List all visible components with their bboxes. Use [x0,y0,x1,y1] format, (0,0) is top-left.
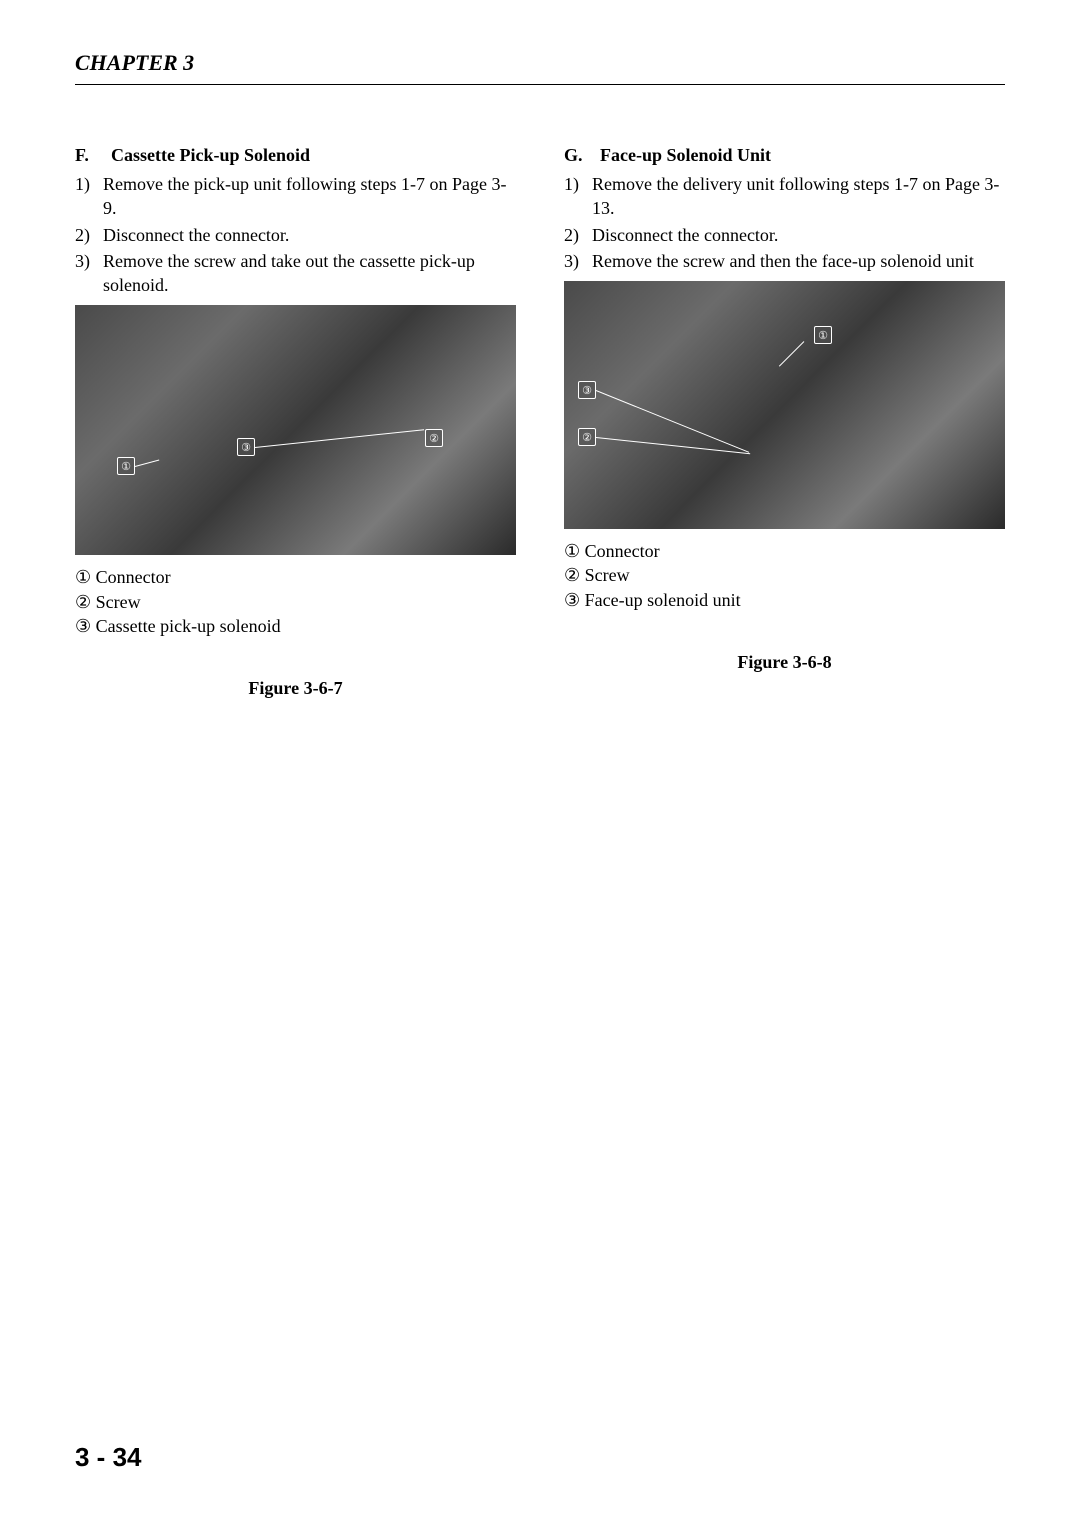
callout-marker: ② [578,428,596,446]
step-item: 3) Remove the screw and then the face-up… [564,249,1005,273]
section-title-left: F. Cassette Pick-up Solenoid [75,145,516,166]
step-item: 2) Disconnect the connector. [564,223,1005,247]
callout-line [255,430,424,449]
step-text: Disconnect the connector. [103,223,516,247]
step-text: Remove the pick-up unit following steps … [103,172,516,221]
step-number: 1) [75,172,103,221]
callout-marker: ③ [578,381,596,399]
page-number: 3 - 34 [75,1442,142,1473]
figure-caption-right: Figure 3-6-8 [564,652,1005,673]
figure-image-right: ① ③ ② [564,281,1005,529]
callout-marker: ① [117,457,135,475]
step-number: 3) [75,249,103,298]
step-item: 1) Remove the delivery unit following st… [564,172,1005,221]
step-item: 1) Remove the pick-up unit following ste… [75,172,516,221]
step-number: 2) [75,223,103,247]
legend-item: ③ Face-up solenoid unit [564,588,1005,612]
header-divider [75,84,1005,85]
callout-line [596,390,749,453]
callout-line [596,437,750,454]
step-number: 2) [564,223,592,247]
figure-legend-left: ① Connector ② Screw ③ Cassette pick-up s… [75,565,516,638]
step-text: Disconnect the connector. [592,223,1005,247]
figure-legend-right: ① Connector ② Screw ③ Face-up solenoid u… [564,539,1005,612]
callout-marker: ③ [237,438,255,456]
callout-marker: ① [814,326,832,344]
left-column: F. Cassette Pick-up Solenoid 1) Remove t… [75,145,516,699]
steps-list-right: 1) Remove the delivery unit following st… [564,172,1005,273]
legend-item: ① Connector [564,539,1005,563]
callout-line [779,341,804,366]
step-text: Remove the screw and take out the casset… [103,249,516,298]
callout-marker: ② [425,429,443,447]
chapter-header: CHAPTER 3 [75,50,1005,76]
step-item: 2) Disconnect the connector. [75,223,516,247]
callout-line [135,460,159,467]
section-letter: G. [564,145,584,166]
section-title-right: G. Face-up Solenoid Unit [564,145,1005,166]
right-column: G. Face-up Solenoid Unit 1) Remove the d… [564,145,1005,699]
step-number: 1) [564,172,592,221]
legend-item: ③ Cassette pick-up solenoid [75,614,516,638]
legend-item: ② Screw [564,563,1005,587]
step-text: Remove the delivery unit following steps… [592,172,1005,221]
step-number: 3) [564,249,592,273]
steps-list-left: 1) Remove the pick-up unit following ste… [75,172,516,297]
section-letter: F. [75,145,95,166]
section-heading-text: Face-up Solenoid Unit [600,145,771,166]
figure-image-left: ① ② ③ [75,305,516,555]
section-heading-text: Cassette Pick-up Solenoid [111,145,310,166]
two-column-layout: F. Cassette Pick-up Solenoid 1) Remove t… [75,145,1005,699]
step-item: 3) Remove the screw and take out the cas… [75,249,516,298]
figure-caption-left: Figure 3-6-7 [75,678,516,699]
legend-item: ② Screw [75,590,516,614]
step-text: Remove the screw and then the face-up so… [592,249,1005,273]
legend-item: ① Connector [75,565,516,589]
